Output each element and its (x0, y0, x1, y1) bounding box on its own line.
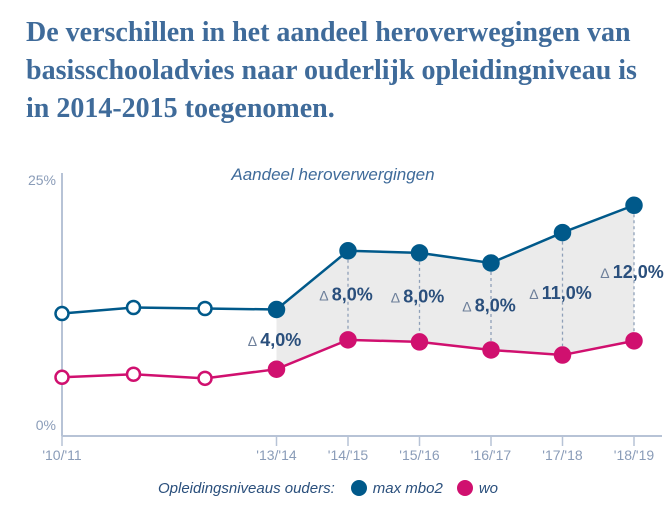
data-point-max-mbo2 (54, 305, 70, 322)
y-tick-label: 25% (28, 172, 56, 188)
data-point-wo (553, 346, 572, 364)
chart-title: Aandeel heroverwergingen (230, 165, 434, 184)
data-point-wo (625, 332, 643, 350)
difference-label: Δ 4,0% (248, 330, 302, 350)
data-point-max-mbo2 (339, 242, 357, 260)
x-tick-label: '16/'17 (471, 447, 512, 463)
difference-label: Δ 8,0% (391, 286, 445, 306)
difference-label: Δ 11,0% (529, 283, 592, 303)
data-point-wo (54, 369, 70, 386)
legend-dot-max-mbo2 (350, 480, 367, 496)
data-point-max-mbo2 (410, 244, 429, 262)
legend-label-wo: wo (478, 479, 498, 497)
page-title: De verschillen in het aandeel heroverweg… (26, 17, 637, 124)
data-point-wo (482, 341, 500, 359)
data-point-max-mbo2 (625, 196, 643, 215)
data-point-wo (197, 370, 213, 387)
data-point-max-mbo2 (197, 300, 213, 317)
difference-label: Δ 8,0% (319, 284, 373, 304)
x-tick-label: '13/'14 (256, 447, 297, 463)
data-point-max-mbo2 (482, 254, 500, 272)
y-tick-label: 0% (36, 417, 56, 433)
legend: Opleidingsniveaus ouders: max mbo2 wo (0, 476, 670, 500)
data-point-max-mbo2 (125, 299, 142, 316)
data-point-wo (125, 366, 142, 383)
line-chart: Aandeel heroverwergingen 25% 0% '10/'11 '13… (28, 165, 664, 463)
legend-dot-wo (456, 480, 473, 496)
x-tick-label: '18/'19 (614, 447, 655, 463)
data-point-wo (339, 331, 357, 349)
data-point-max-mbo2 (553, 223, 572, 242)
difference-label: Δ 8,0% (462, 295, 516, 315)
legend-title: Opleidingsniveaus ouders: (158, 479, 335, 497)
legend-item-max-mbo2: max mbo2 (350, 479, 443, 497)
x-tick-label: '10/'11 (42, 447, 82, 463)
legend-item-wo: wo (456, 479, 498, 497)
x-tick-label: '15/'16 (399, 447, 440, 463)
legend-label-max-mbo2: max mbo2 (372, 479, 443, 497)
data-point-wo (410, 333, 429, 351)
data-point-wo (267, 360, 286, 378)
x-tick-label: '14/'15 (328, 447, 369, 463)
difference-area (276, 205, 634, 370)
difference-label: Δ 12,0% (600, 262, 664, 282)
data-point-max-mbo2 (267, 300, 286, 319)
x-tick-label: '17/'18 (542, 447, 583, 463)
